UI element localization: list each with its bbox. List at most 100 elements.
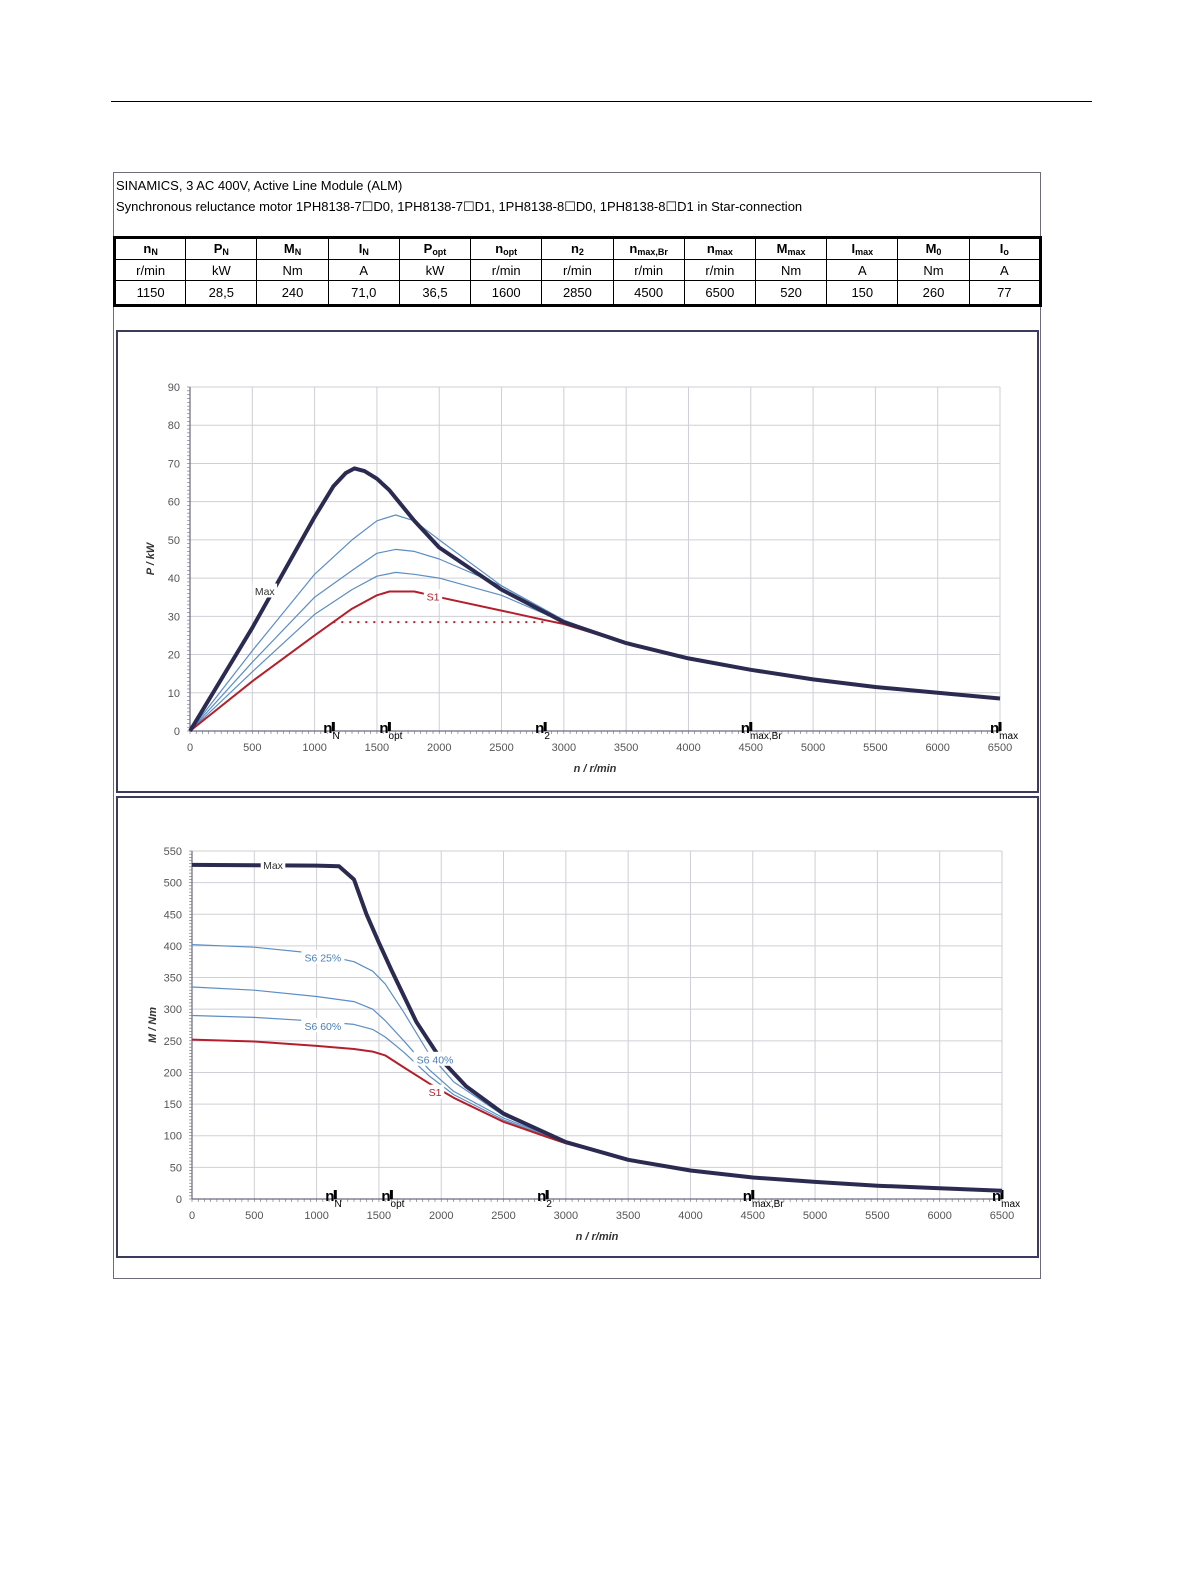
spec-value-9: 520 (754, 280, 828, 307)
marker-label: nmax (992, 1188, 1020, 1210)
y-tick-label: 100 (164, 1131, 182, 1143)
spec-symbol-subscript: N (151, 247, 158, 257)
spec-symbol-8: nmax (683, 236, 756, 260)
spec-unit-4: kW (398, 259, 472, 281)
series-label: Max (263, 860, 284, 872)
spec-symbol-9: Mmax (754, 236, 828, 260)
marker-label: n2 (535, 720, 550, 742)
spec-symbol-subscript: max,Br (637, 247, 668, 257)
spec-symbol-subscript: opt (503, 247, 518, 257)
marker-subscript: opt (389, 731, 403, 742)
spec-table: nN PN MN IN Popt nopt n2 nmax,Br nmax Mmax Imax M0 I… (112, 236, 1043, 307)
spec-unit-11: Nm (897, 259, 970, 281)
series-line-s6 (189, 514, 1001, 732)
spec-value-11: 260 (897, 280, 970, 307)
y-tick-label: 250 (164, 1036, 182, 1048)
x-tick-label: 6500 (988, 742, 1012, 754)
y-tick-label: 90 (168, 382, 180, 394)
marker-label: nmax (990, 720, 1018, 742)
spec-symbol-row: nN PN MN IN Popt nopt n2 nmax,Br nmax Mmax Imax M0 I… (112, 236, 1043, 260)
series-line-s1 (191, 1038, 1003, 1192)
y-tick-label: 550 (164, 846, 182, 858)
marker-symbol: n (743, 1188, 752, 1205)
spec-symbol-letter: I (851, 241, 856, 256)
spec-symbol-letter: M (283, 241, 295, 256)
y-tick-label: 0 (176, 1194, 182, 1206)
x-tick-label: 6000 (925, 742, 949, 754)
marker-symbol: n (990, 720, 999, 737)
series-label-bg (252, 583, 278, 598)
marker-subscript: 2 (546, 1199, 552, 1210)
spec-value-row: 1150 28,5 240 71,0 36,5 1600 2850 4500 6500 520 15… (112, 280, 1043, 307)
spec-symbol-7: nmax,Br (612, 236, 685, 260)
power-chart: 0 10 20 30 40 50 60 70 80 90 0 500 1000 1500 2000 2500 3… (145, 382, 1018, 775)
x-tick-label: 5000 (801, 742, 825, 754)
spec-value-5: 1600 (470, 280, 543, 307)
spec-symbol-letter: n (706, 241, 715, 256)
series-line-s6 (189, 571, 1001, 732)
marker-symbol: n (535, 720, 544, 737)
spec-unit-10: A (826, 259, 899, 281)
spec-symbol-subscript: N (222, 247, 229, 257)
series-label: S1 (429, 1087, 442, 1099)
datasheet-title: SINAMICS, 3 AC 400V, Active Line Module … (116, 178, 403, 193)
spec-unit-12: A (968, 259, 1043, 281)
series-label-bg (260, 857, 286, 872)
series-line-s6 (189, 548, 1001, 732)
x-tick-label: 1500 (365, 742, 389, 754)
spec-value-1: 28,5 (185, 280, 258, 307)
marker-subscript: opt (391, 1199, 405, 1210)
x-tick-label: 500 (245, 1210, 263, 1222)
spec-symbol-letter: n (143, 241, 152, 256)
spec-symbol-letter: I (358, 241, 363, 256)
marker-subscript: max (999, 731, 1018, 742)
spec-symbol-subscript: o (1003, 247, 1009, 257)
spec-symbol-2: MN (256, 236, 329, 260)
motor-description: Synchronous reluctance motor 1PH8138-7☐D… (116, 199, 803, 214)
spec-value-7: 4500 (612, 280, 685, 307)
series-label: Max (255, 586, 276, 598)
spec-unit-5: r/min (470, 259, 543, 281)
spec-symbol-letter: n (495, 241, 504, 256)
y-tick-label: 70 (168, 458, 180, 470)
spec-symbol-subscript: 2 (578, 247, 584, 257)
series-line-s6 (191, 944, 1003, 1192)
spec-unit-9: Nm (754, 259, 828, 281)
marker-label: nopt (381, 1188, 404, 1210)
series-line-max (191, 862, 1003, 1193)
marker-label: nN (325, 1188, 341, 1210)
series-line-s1 (189, 590, 1001, 732)
series-line-s6 (191, 1014, 1003, 1192)
spec-unit-8: r/min (683, 259, 756, 281)
x-tick-label: 3000 (552, 742, 576, 754)
marker-label: nopt (379, 720, 402, 742)
x-tick-label: 0 (189, 1210, 195, 1222)
y-tick-label: 200 (164, 1067, 182, 1079)
spec-value-10: 150 (826, 280, 899, 307)
x-tick-label: 5500 (863, 742, 887, 754)
x-tick-label: 1000 (302, 742, 326, 754)
series-label-bg (425, 1084, 445, 1099)
y-tick-label: 60 (168, 497, 180, 509)
x-tick-label: 1000 (304, 1210, 328, 1222)
marker-subscript: 2 (544, 731, 550, 742)
marker-symbol: n (325, 1188, 334, 1205)
spec-symbol-6: n2 (541, 236, 614, 260)
series-label-bg (301, 949, 345, 964)
y-axis-title: M / Nm (147, 1007, 159, 1043)
x-tick-label: 2500 (489, 742, 513, 754)
x-tick-label: 5500 (865, 1210, 889, 1222)
power-chart-panel: 0 10 20 30 40 50 60 70 80 90 0 500 1000 1500 2000 2500 3… (116, 330, 1039, 793)
spec-symbol-letter: n (629, 241, 638, 256)
datasheet-frame (113, 172, 1041, 1279)
x-tick-label: 6000 (927, 1210, 951, 1222)
spec-symbol-subscript: opt (432, 247, 447, 257)
series-label: S6 40% (417, 1054, 454, 1066)
spec-symbol-subscript: 0 (936, 247, 942, 257)
y-tick-label: 300 (164, 1004, 182, 1016)
spec-symbol-letter: M (776, 241, 788, 256)
spec-value-0: 1150 (112, 280, 187, 307)
x-tick-label: 2500 (491, 1210, 515, 1222)
marker-symbol: n (741, 720, 750, 737)
series-label-bg (413, 1051, 457, 1066)
